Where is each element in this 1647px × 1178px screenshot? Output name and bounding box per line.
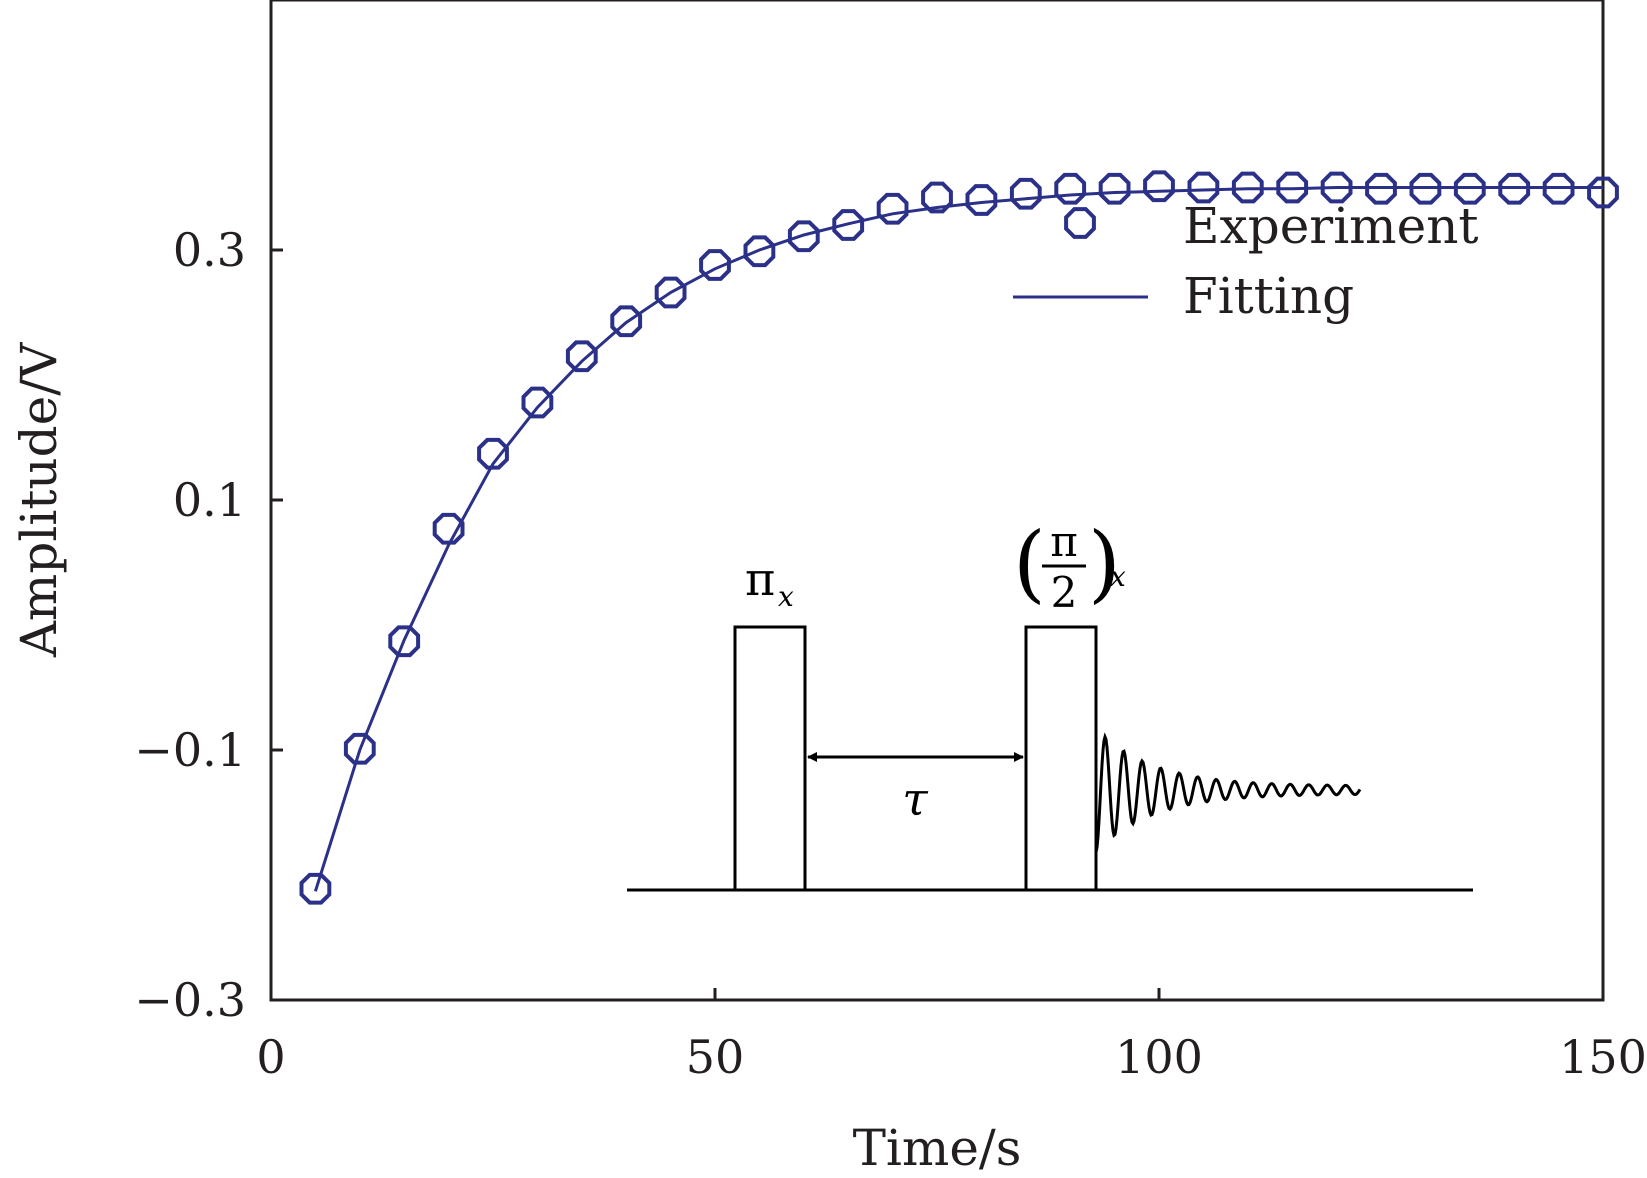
legend: Experiment Fitting — [1013, 197, 1478, 325]
experiment-point — [1054, 172, 1087, 205]
y-tick-label: 0.3 — [173, 223, 246, 277]
experiment-point — [1187, 171, 1220, 204]
experiment-point — [787, 220, 820, 253]
legend-label-experiment: Experiment — [1183, 197, 1478, 255]
experiment-series-points — [299, 170, 1619, 905]
pulse-sequence-inset: τ π x ( π 2 ) x — [627, 514, 1473, 892]
experiment-point — [1231, 171, 1264, 204]
experiment-point — [1009, 177, 1042, 210]
pulse-pi-half-x — [1024, 625, 1098, 892]
y-tick-label: −0.1 — [134, 723, 246, 777]
experiment-point — [1409, 172, 1442, 205]
experiment-point — [477, 437, 509, 470]
experiment-point — [1365, 172, 1397, 205]
experiment-point — [565, 340, 598, 373]
right-paren: ) — [1088, 514, 1121, 612]
experiment-point — [699, 249, 731, 281]
experiment-point — [1143, 170, 1175, 203]
experiment-point — [1276, 171, 1309, 204]
x-tick-label: 50 — [686, 1030, 745, 1084]
experiment-point — [1498, 172, 1531, 205]
experiment-point — [965, 184, 998, 216]
experiment-point — [1320, 171, 1353, 204]
x-tick-label: 150 — [1559, 1030, 1647, 1084]
x-axis-title: Time/s — [853, 1119, 1022, 1177]
pulse-pi-half-numerator: π — [1050, 517, 1078, 566]
pulse-pi-x — [733, 625, 807, 892]
plot-frame — [269, 0, 1605, 1002]
experiment-point — [521, 386, 554, 419]
pulse-pi-half-denominator: 2 — [1051, 568, 1078, 617]
x-tick-label: 0 — [256, 1030, 285, 1084]
x-tick-label: 100 — [1115, 1030, 1203, 1084]
y-tick-label: 0.1 — [173, 473, 246, 527]
experiment-point — [1587, 176, 1619, 209]
legend-label-fitting: Fitting — [1183, 267, 1354, 325]
experiment-point — [921, 181, 953, 214]
pulse-pi-label: π — [745, 552, 775, 606]
experiment-point — [343, 732, 376, 765]
left-paren: ( — [1013, 514, 1046, 612]
pulse-pi-half-subscript: x — [1110, 560, 1126, 593]
experiment-point — [432, 512, 465, 545]
y-tick-label: −0.3 — [134, 973, 246, 1027]
experiment-point — [610, 305, 643, 338]
pulse-pi-subscript: x — [778, 580, 794, 613]
experiment-point — [1098, 172, 1131, 205]
delay-label: τ — [902, 772, 929, 826]
y-axis-ticks: −0.3 −0.1 0.1 0.3 — [134, 223, 283, 1027]
experiment-point — [832, 209, 865, 241]
experiment-point — [654, 276, 687, 309]
fid-signal — [1094, 732, 1362, 853]
legend-marker-experiment — [1064, 207, 1096, 239]
fitting-series-line — [313, 186, 1603, 892]
experiment-point — [1542, 172, 1575, 205]
y-axis-title: Amplitude/V — [10, 342, 68, 658]
experiment-point — [743, 235, 776, 268]
experiment-point — [1453, 172, 1486, 205]
experiment-point — [388, 625, 421, 658]
experiment-point — [299, 872, 332, 905]
experiment-point — [876, 192, 909, 225]
x-axis-ticks: 0 50 100 150 — [256, 988, 1647, 1084]
